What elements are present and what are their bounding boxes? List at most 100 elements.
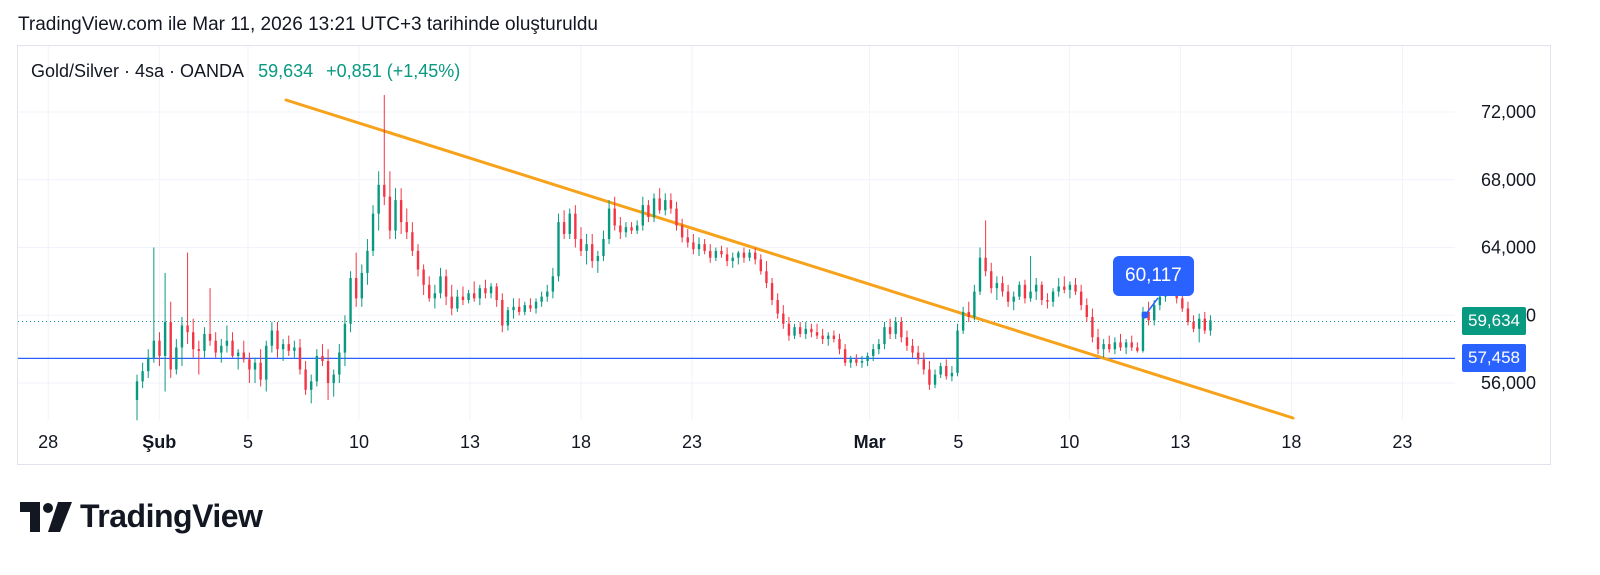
candle-body xyxy=(827,335,830,339)
candle-body xyxy=(742,252,746,258)
candle xyxy=(135,374,139,421)
candle xyxy=(984,220,987,277)
candle-body xyxy=(793,327,796,336)
chart-lines xyxy=(18,98,1455,420)
candle xyxy=(501,293,504,333)
candle xyxy=(169,301,172,378)
candle xyxy=(450,284,453,316)
candle-body xyxy=(602,239,605,256)
candle-body xyxy=(877,344,881,350)
candle xyxy=(894,316,897,339)
candle-body xyxy=(534,301,538,309)
x-tick-label: 23 xyxy=(682,432,702,452)
candle xyxy=(916,345,920,365)
candle xyxy=(973,284,976,321)
chart-grid xyxy=(18,46,1455,420)
candle xyxy=(1046,293,1049,309)
candle-body xyxy=(967,311,970,317)
candle xyxy=(1023,279,1027,304)
candle-body xyxy=(607,208,611,240)
candle-body xyxy=(512,306,515,311)
price-callout[interactable]: 60,117 xyxy=(1113,256,1194,296)
candle-body xyxy=(664,200,667,211)
candle xyxy=(709,244,712,263)
candle xyxy=(950,366,954,382)
candle xyxy=(484,279,487,299)
candle-body xyxy=(765,271,768,284)
candle-body xyxy=(1192,322,1195,329)
candle xyxy=(163,272,167,392)
price-change: +0,851 (+1,45%) xyxy=(326,61,461,81)
candle-body xyxy=(405,222,408,233)
candle xyxy=(967,301,970,323)
candle-body xyxy=(731,257,734,262)
candle-body xyxy=(714,250,718,258)
candle-body xyxy=(371,213,375,251)
x-tick-label: 18 xyxy=(1281,432,1301,452)
candle xyxy=(568,208,571,240)
candle-body xyxy=(326,361,330,384)
candle-body xyxy=(332,374,335,384)
candle-body xyxy=(433,293,437,299)
x-tick-label: 10 xyxy=(1059,432,1079,452)
candle-body xyxy=(551,276,555,292)
candle-body xyxy=(377,184,380,214)
candle-body xyxy=(259,362,262,380)
candle-body xyxy=(658,198,661,211)
candle xyxy=(546,284,549,302)
candle-body xyxy=(315,355,319,382)
candle xyxy=(315,349,319,387)
candle xyxy=(433,284,437,309)
candle-body xyxy=(939,366,942,375)
candle-body xyxy=(1079,291,1083,306)
candle-body xyxy=(1023,284,1027,299)
tradingview-logo[interactable]: TradingView xyxy=(20,498,263,535)
candle xyxy=(270,322,274,353)
last-price: 59,634 xyxy=(258,61,314,81)
candle-body xyxy=(298,347,302,370)
candle xyxy=(1068,281,1072,299)
candle xyxy=(641,196,644,231)
candle xyxy=(855,354,858,367)
candle xyxy=(849,355,852,368)
candle xyxy=(832,330,836,343)
candle-body xyxy=(562,222,566,234)
candle-body xyxy=(782,313,785,324)
candle xyxy=(1186,301,1190,326)
candle xyxy=(714,247,718,262)
candle-body xyxy=(225,340,229,346)
candle xyxy=(1085,298,1088,323)
callout-connector xyxy=(1145,297,1159,315)
candle xyxy=(793,323,796,339)
symbol-legend[interactable]: Gold/Silver · 4sa · OANDA 59,634 +0,851 … xyxy=(31,61,460,82)
candle-body xyxy=(1147,311,1150,321)
current-price-label: 59,634 xyxy=(1468,311,1520,331)
candle-body xyxy=(287,344,290,351)
candle xyxy=(405,208,408,240)
candle-body xyxy=(147,357,150,372)
candle-body xyxy=(933,374,937,385)
chart-frame xyxy=(17,45,1551,465)
candle xyxy=(1001,276,1004,297)
candle-body xyxy=(973,291,976,317)
candle xyxy=(798,322,802,338)
candle-body xyxy=(253,362,257,370)
y-tick-label: 64,000 xyxy=(1481,238,1536,258)
candle-body xyxy=(388,196,392,231)
candle-body xyxy=(1197,318,1201,329)
candle-body xyxy=(1051,291,1055,302)
candle xyxy=(703,239,706,255)
candle xyxy=(810,323,813,338)
candle xyxy=(725,247,729,267)
candle xyxy=(534,298,538,314)
candle xyxy=(551,267,555,299)
snapshot-caption: TradingView.com ile Mar 11, 2026 13:21 U… xyxy=(18,14,599,35)
candle-body xyxy=(568,213,571,234)
candle xyxy=(377,171,380,231)
candle-body xyxy=(135,381,139,400)
candle-body xyxy=(709,250,712,258)
candle xyxy=(411,222,414,256)
candle-body xyxy=(1186,308,1190,323)
candle-body xyxy=(754,252,757,260)
